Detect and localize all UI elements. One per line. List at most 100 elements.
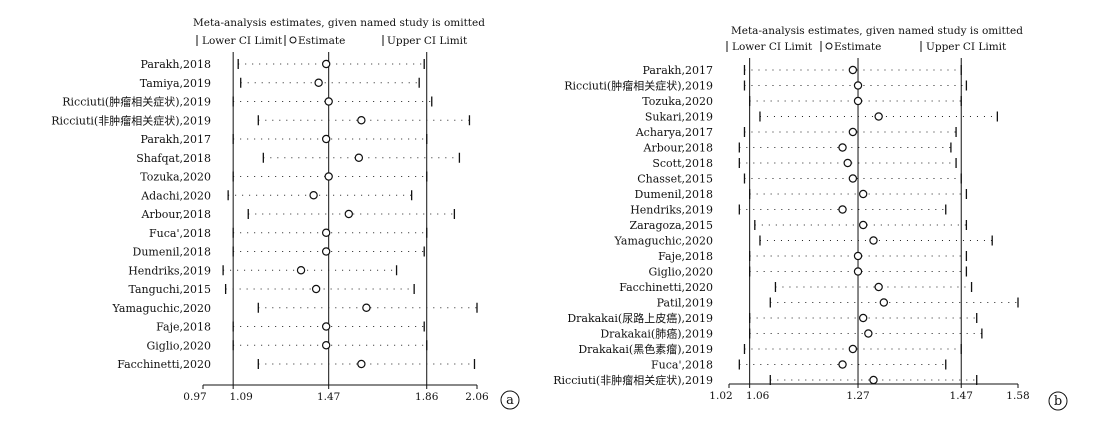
- study-label: Arbour,2018: [643, 142, 714, 155]
- estimate-marker: [848, 344, 858, 354]
- estimate-marker: [321, 228, 331, 237]
- estimate-marker: [874, 112, 883, 121]
- study-label: Hendriks,2019: [128, 264, 211, 277]
- x-tick-label: 1.06: [746, 390, 770, 402]
- study-label: Tozuka,2020: [140, 171, 211, 184]
- legend-upper-ci: Upper CI Limit: [387, 35, 468, 47]
- study-label: Facchinetti,2020: [619, 281, 713, 294]
- estimate-marker: [869, 236, 878, 245]
- study-label: Arbour,2018: [141, 208, 212, 221]
- study-label: Hendriks,2019: [630, 204, 713, 217]
- study-label: Giglio,2020: [649, 266, 714, 279]
- estimate-marker: [321, 247, 331, 256]
- study-label: Parakh,2017: [642, 64, 713, 77]
- estimate-marker: [853, 251, 863, 261]
- study-label: Tanguchi,2015: [128, 283, 211, 296]
- estimate-marker: [838, 205, 847, 214]
- study-label: Tamiya,2019: [140, 77, 211, 90]
- study-label: Fuca',2018: [149, 227, 211, 240]
- estimate-marker: [838, 360, 847, 369]
- study-label: Ricciuti(非肿瘤相关症状),2019: [51, 113, 211, 127]
- study-label: Drakakai(肺癌),2019: [600, 327, 713, 341]
- x-tick-label: 1.86: [415, 391, 439, 403]
- x-tick-label: 0.97: [183, 391, 206, 403]
- estimate-marker: [311, 284, 321, 294]
- estimate-marker: [309, 191, 318, 200]
- study-label: Yamaguchic,2020: [614, 235, 714, 248]
- study-label: Facchinetti,2020: [117, 358, 211, 371]
- x-tick-label: 1.27: [846, 390, 869, 402]
- estimate-marker: [858, 313, 868, 323]
- x-tick-label: 1.47: [317, 391, 340, 403]
- estimate-marker: [843, 158, 852, 168]
- study-label: Scott,2018: [652, 157, 713, 170]
- study-label: Shafqat,2018: [136, 152, 211, 165]
- x-tick-label: 1.09: [229, 391, 252, 403]
- study-label: Acharya,2017: [635, 126, 713, 139]
- study-label: Chasset,2015: [637, 173, 713, 186]
- estimate-marker: [853, 81, 863, 90]
- estimate-marker: [354, 153, 364, 162]
- estimate-marker: [344, 209, 353, 219]
- forest-panel-b: Meta-analysis estimates, given named stu…: [553, 25, 1068, 411]
- estimate-marker: [324, 97, 333, 106]
- estimate-marker: [848, 65, 858, 75]
- study-label: Parakh,2018: [140, 58, 211, 71]
- study-label: Dumenil,2018: [133, 246, 211, 259]
- panel-tag-circle: [1048, 391, 1068, 411]
- study-label: Giglio,2020: [147, 339, 212, 352]
- chart-title: Meta-analysis estimates, given named stu…: [731, 25, 1023, 37]
- study-label: Drakakai(尿路上皮癌),2019: [567, 311, 713, 325]
- study-label: Yamaguchic,2020: [112, 302, 212, 315]
- estimate-marker: [858, 220, 868, 230]
- x-tick-label: 1.47: [950, 390, 973, 402]
- forest-panel-a: Meta-analysis estimates, given named stu…: [51, 17, 520, 410]
- x-tick-label: 1.02: [709, 390, 732, 402]
- legend-lower-ci: Lower CI Limit: [732, 41, 813, 53]
- study-label: Dumenil,2018: [635, 188, 713, 201]
- study-label: Ricciuti(肿瘤相关症状),2019: [62, 95, 211, 109]
- legend-estimate-marker: [825, 42, 833, 50]
- estimate-marker: [858, 189, 868, 199]
- panel-tag-circle: [500, 390, 520, 410]
- study-label: Fuca',2018: [651, 359, 713, 372]
- legend-lower-ci: Lower CI Limit: [202, 35, 283, 47]
- estimate-marker: [869, 375, 878, 385]
- study-label: Sukari,2019: [645, 111, 713, 124]
- estimate-marker: [853, 96, 863, 106]
- estimate-marker: [321, 59, 331, 69]
- estimate-marker: [314, 78, 323, 87]
- study-label: Adachi,2020: [140, 189, 211, 202]
- estimate-marker: [362, 303, 371, 312]
- estimate-marker: [357, 116, 366, 125]
- chart-title: Meta-analysis estimates, given named stu…: [193, 17, 485, 29]
- panel-tag: b: [1054, 394, 1062, 409]
- estimate-marker: [296, 266, 306, 275]
- estimate-marker: [879, 298, 889, 307]
- estimate-marker: [321, 322, 331, 331]
- estimate-marker: [357, 359, 366, 369]
- study-label: Ricciuti(肿瘤相关症状),2019: [564, 79, 713, 93]
- study-label: Tozuka,2020: [642, 95, 713, 108]
- x-tick-label: 2.06: [465, 391, 489, 403]
- x-tick-label: 1.58: [1006, 390, 1029, 402]
- estimate-marker: [838, 143, 847, 152]
- legend-estimate: Estimate: [298, 35, 345, 47]
- study-label: Faje,2018: [156, 321, 211, 334]
- estimate-marker: [848, 127, 858, 137]
- estimate-marker: [864, 329, 873, 338]
- estimate-marker: [321, 341, 331, 350]
- study-label: Drakakai(黑色素瘤),2019: [578, 342, 713, 356]
- legend-estimate: Estimate: [834, 41, 881, 53]
- estimate-marker: [853, 267, 863, 276]
- study-label: Parakh,2017: [140, 133, 211, 146]
- estimate-marker: [848, 174, 858, 183]
- legend-upper-ci: Upper CI Limit: [926, 41, 1007, 53]
- estimate-marker: [874, 282, 883, 292]
- study-label: Faje,2018: [658, 250, 713, 263]
- study-label: Zaragoza,2015: [629, 219, 713, 232]
- estimate-marker: [321, 134, 331, 144]
- panel-tag: a: [506, 393, 514, 408]
- study-label: Ricciuti(非肿瘤相关症状),2019: [553, 373, 713, 387]
